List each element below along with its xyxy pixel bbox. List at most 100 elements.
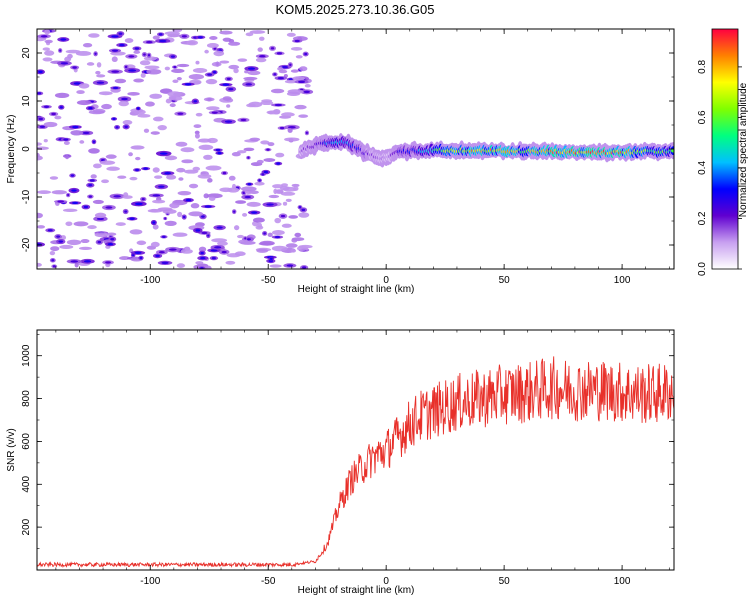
noise-blob-core bbox=[43, 105, 50, 109]
noise-blob-core bbox=[217, 151, 222, 155]
noise-blob bbox=[88, 148, 100, 154]
noise-blob bbox=[105, 154, 117, 159]
noise-blob-core bbox=[193, 100, 198, 103]
noise-blob bbox=[180, 248, 193, 254]
noise-blob bbox=[197, 138, 212, 143]
noise-blob bbox=[172, 232, 188, 237]
noise-blob bbox=[198, 144, 214, 151]
noise-blob bbox=[114, 78, 127, 84]
noise-blob bbox=[208, 196, 216, 201]
noise-blob-core bbox=[305, 131, 308, 135]
snr-x-axis-label: Height of straight line (km) bbox=[298, 585, 415, 596]
noise-blob-core bbox=[169, 248, 177, 251]
noise-blob-core bbox=[134, 47, 140, 50]
noise-blob bbox=[42, 47, 50, 51]
noise-blob bbox=[44, 29, 51, 35]
noise-blob bbox=[279, 185, 290, 191]
noise-blob-core bbox=[60, 38, 67, 41]
noise-blob bbox=[195, 60, 200, 65]
noise-blob bbox=[150, 208, 159, 213]
noise-blob bbox=[44, 39, 53, 44]
noise-blob bbox=[169, 103, 176, 108]
noise-blob bbox=[267, 232, 273, 238]
noise-blob bbox=[152, 199, 166, 204]
noise-blob-core bbox=[261, 173, 265, 176]
spectrogram-x-ticks: -100 -50 0 50 100 bbox=[55, 29, 670, 286]
noise-blob bbox=[243, 147, 255, 152]
noise-blob bbox=[197, 173, 212, 179]
noise-blob bbox=[188, 211, 204, 217]
noise-blob bbox=[173, 199, 182, 204]
noise-blob bbox=[204, 265, 212, 269]
noise-blob bbox=[284, 137, 300, 142]
colorbar-label: Normalized spectral amplitude bbox=[738, 82, 749, 217]
noise-blob-core bbox=[88, 183, 93, 187]
noise-blob-core bbox=[301, 208, 306, 212]
spectrogram-plot-area bbox=[37, 29, 674, 269]
figure-title: KOM5.2025.273.10.36.G05 bbox=[275, 2, 434, 17]
noise-blob bbox=[94, 232, 109, 238]
noise-blob bbox=[172, 29, 183, 33]
noise-blob-core bbox=[228, 87, 234, 91]
noise-blob bbox=[64, 154, 70, 160]
noise-blob-core bbox=[181, 35, 187, 38]
noise-blob bbox=[49, 176, 59, 180]
x-tick-label: -100 bbox=[140, 576, 160, 587]
noise-blob bbox=[193, 80, 201, 85]
noise-blob-core bbox=[72, 66, 77, 69]
noise-blob bbox=[260, 140, 270, 145]
noise-blob bbox=[127, 91, 140, 96]
spectrogram-x-axis-label: Height of straight line (km) bbox=[298, 284, 415, 295]
noise-blob-core bbox=[119, 43, 125, 47]
noise-blob bbox=[228, 41, 241, 46]
noise-blob bbox=[246, 103, 256, 108]
noise-blob bbox=[285, 243, 298, 248]
noise-blob bbox=[165, 98, 172, 104]
x-tick-label: 100 bbox=[614, 275, 631, 286]
noise-blob-core bbox=[197, 36, 203, 39]
noise-blob bbox=[64, 56, 72, 62]
noise-blob bbox=[217, 241, 228, 246]
noise-blob-core bbox=[273, 73, 277, 76]
noise-blob bbox=[118, 100, 129, 107]
y-tick-label: 10 bbox=[21, 95, 32, 107]
noise-blob bbox=[271, 230, 285, 236]
noise-blob bbox=[280, 191, 296, 196]
noise-blob bbox=[252, 217, 265, 223]
noise-blob bbox=[237, 150, 247, 154]
noise-blob bbox=[37, 190, 52, 195]
noise-blob-core bbox=[210, 249, 218, 252]
noise-blob-core bbox=[57, 200, 65, 203]
noise-blob bbox=[150, 131, 160, 135]
noise-blob bbox=[243, 76, 258, 81]
noise-blob bbox=[137, 113, 151, 118]
noise-blob-core bbox=[211, 111, 218, 114]
noise-blob bbox=[119, 256, 131, 261]
noise-blob-core bbox=[134, 251, 142, 255]
noise-blob bbox=[236, 234, 244, 239]
noise-blob-core bbox=[281, 65, 289, 69]
noise-blob bbox=[178, 177, 184, 181]
noise-blob-core bbox=[56, 235, 61, 238]
x-tick-label: 0 bbox=[383, 576, 389, 587]
noise-blob bbox=[238, 239, 250, 244]
noise-blob-core bbox=[302, 266, 307, 269]
noise-blob-core bbox=[158, 250, 165, 254]
noise-blob bbox=[195, 112, 203, 117]
x-tick-label: -50 bbox=[261, 275, 276, 286]
noise-blob bbox=[228, 64, 240, 70]
noise-blob-core bbox=[152, 194, 161, 197]
noise-blob-core bbox=[107, 242, 114, 246]
noise-blob bbox=[204, 49, 209, 54]
noise-blob bbox=[150, 241, 160, 248]
noise-blob bbox=[245, 32, 254, 37]
noise-blob bbox=[175, 141, 188, 147]
noise-blob-core bbox=[51, 259, 55, 262]
x-tick-label: 100 bbox=[614, 576, 631, 587]
noise-blob-core bbox=[152, 221, 156, 224]
noise-blob bbox=[128, 152, 133, 157]
noise-blob-core bbox=[269, 257, 273, 260]
noise-blob-core bbox=[128, 55, 135, 58]
noise-blob-core bbox=[274, 103, 282, 107]
noise-blob bbox=[76, 90, 85, 95]
